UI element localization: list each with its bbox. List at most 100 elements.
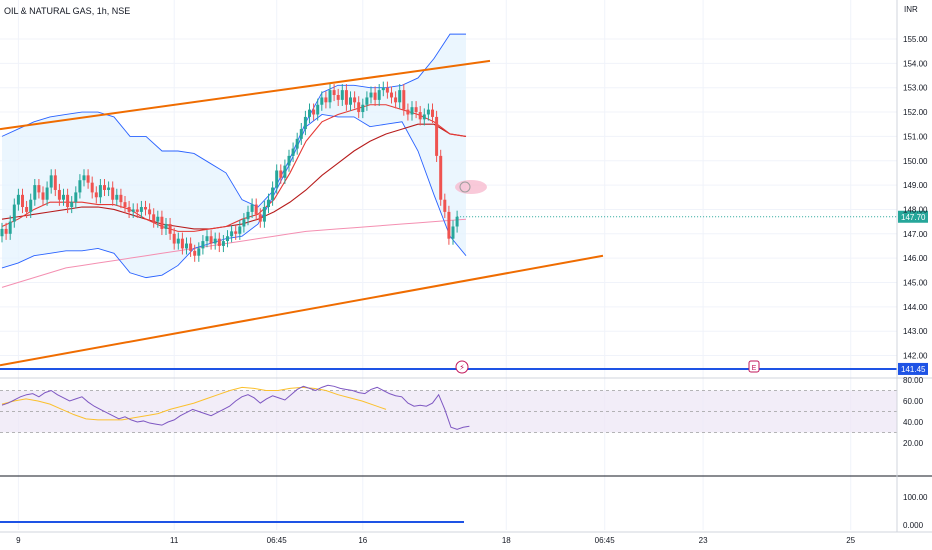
candle[interactable] bbox=[70, 202, 74, 208]
candle[interactable] bbox=[78, 180, 82, 193]
candle[interactable] bbox=[447, 211, 451, 239]
sma-fast-line[interactable] bbox=[1, 104, 467, 232]
candle[interactable] bbox=[312, 109, 316, 115]
candle[interactable] bbox=[353, 97, 357, 103]
candle[interactable] bbox=[94, 192, 98, 198]
candle[interactable] bbox=[115, 194, 119, 200]
candle[interactable] bbox=[189, 243, 193, 251]
candle[interactable] bbox=[49, 175, 53, 188]
rsi-ma-line[interactable] bbox=[1, 386, 387, 421]
candle[interactable] bbox=[21, 194, 24, 208]
candle[interactable] bbox=[74, 192, 78, 203]
candle[interactable] bbox=[328, 90, 332, 103]
candle[interactable] bbox=[123, 202, 127, 208]
candle[interactable] bbox=[291, 148, 295, 156]
candle[interactable] bbox=[221, 241, 225, 246]
candle[interactable] bbox=[316, 104, 320, 115]
candle[interactable] bbox=[320, 97, 324, 105]
lightning-icon[interactable]: ⚡ bbox=[455, 360, 469, 374]
candle[interactable] bbox=[4, 228, 8, 234]
candle[interactable] bbox=[90, 182, 94, 193]
candle[interactable] bbox=[45, 187, 49, 200]
candle[interactable] bbox=[398, 90, 402, 103]
candle[interactable] bbox=[193, 250, 197, 256]
candle[interactable] bbox=[144, 207, 147, 210]
candle[interactable] bbox=[209, 236, 213, 244]
candle[interactable] bbox=[119, 194, 123, 203]
candle[interactable] bbox=[152, 214, 156, 222]
candle[interactable] bbox=[107, 187, 111, 190]
bollinger-upper-line[interactable] bbox=[1, 33, 466, 208]
candle[interactable] bbox=[451, 226, 455, 239]
candle[interactable] bbox=[103, 185, 106, 190]
candle[interactable] bbox=[361, 104, 365, 113]
candle[interactable] bbox=[262, 207, 266, 222]
candle[interactable] bbox=[98, 185, 102, 198]
candle[interactable] bbox=[303, 116, 307, 130]
candle[interactable] bbox=[180, 238, 184, 249]
candle[interactable] bbox=[168, 224, 172, 234]
candle[interactable] bbox=[402, 90, 406, 110]
candle[interactable] bbox=[176, 238, 180, 244]
candle[interactable] bbox=[381, 87, 385, 91]
candle[interactable] bbox=[426, 109, 430, 115]
candle[interactable] bbox=[283, 165, 287, 178]
candle[interactable] bbox=[295, 138, 299, 149]
candle[interactable] bbox=[135, 209, 139, 212]
candle[interactable] bbox=[414, 107, 418, 113]
candle[interactable] bbox=[213, 238, 217, 244]
candle[interactable] bbox=[230, 231, 234, 237]
candle[interactable] bbox=[435, 116, 439, 156]
candle[interactable] bbox=[357, 102, 361, 113]
candle[interactable] bbox=[336, 95, 340, 100]
candle[interactable] bbox=[250, 204, 254, 212]
candle[interactable] bbox=[390, 92, 393, 98]
candle[interactable] bbox=[271, 187, 275, 200]
candle[interactable] bbox=[148, 209, 152, 215]
candle[interactable] bbox=[340, 90, 344, 100]
candle[interactable] bbox=[344, 90, 348, 105]
candle[interactable] bbox=[164, 224, 168, 229]
candle[interactable] bbox=[394, 97, 398, 103]
candle[interactable] bbox=[267, 199, 270, 208]
candle[interactable] bbox=[16, 194, 20, 205]
candle[interactable] bbox=[242, 219, 246, 227]
candle[interactable] bbox=[226, 236, 229, 242]
candle[interactable] bbox=[443, 199, 447, 212]
candle[interactable] bbox=[41, 192, 45, 200]
candle[interactable] bbox=[172, 233, 176, 244]
candle[interactable] bbox=[287, 155, 291, 166]
candle[interactable] bbox=[365, 97, 369, 105]
candle[interactable] bbox=[12, 204, 16, 222]
candle[interactable] bbox=[455, 216, 459, 227]
candle[interactable] bbox=[234, 231, 238, 234]
candle[interactable] bbox=[324, 97, 328, 103]
candle[interactable] bbox=[275, 170, 279, 188]
candle[interactable] bbox=[156, 216, 160, 222]
candle[interactable] bbox=[422, 114, 426, 120]
rsi-line[interactable] bbox=[1, 384, 470, 430]
candle[interactable] bbox=[185, 243, 188, 249]
candle[interactable] bbox=[439, 155, 443, 200]
candle[interactable] bbox=[246, 211, 250, 220]
rsi-pane[interactable] bbox=[0, 384, 897, 523]
candle[interactable] bbox=[86, 175, 90, 183]
candle[interactable] bbox=[0, 228, 4, 237]
candle[interactable] bbox=[308, 109, 311, 117]
bollinger-lower-line[interactable] bbox=[1, 114, 467, 279]
candle[interactable] bbox=[160, 216, 164, 229]
candle[interactable] bbox=[53, 175, 57, 190]
candle[interactable] bbox=[349, 97, 352, 105]
candle[interactable] bbox=[37, 185, 41, 193]
price-pane[interactable]: ⚡ E bbox=[0, 33, 897, 374]
candle[interactable] bbox=[332, 90, 336, 96]
candle[interactable] bbox=[279, 170, 283, 178]
candle[interactable] bbox=[25, 207, 29, 212]
candle[interactable] bbox=[410, 107, 414, 115]
candle[interactable] bbox=[82, 175, 86, 181]
candle[interactable] bbox=[57, 189, 61, 200]
candle[interactable] bbox=[33, 185, 37, 200]
candle[interactable] bbox=[406, 109, 410, 115]
candle[interactable] bbox=[418, 112, 422, 120]
